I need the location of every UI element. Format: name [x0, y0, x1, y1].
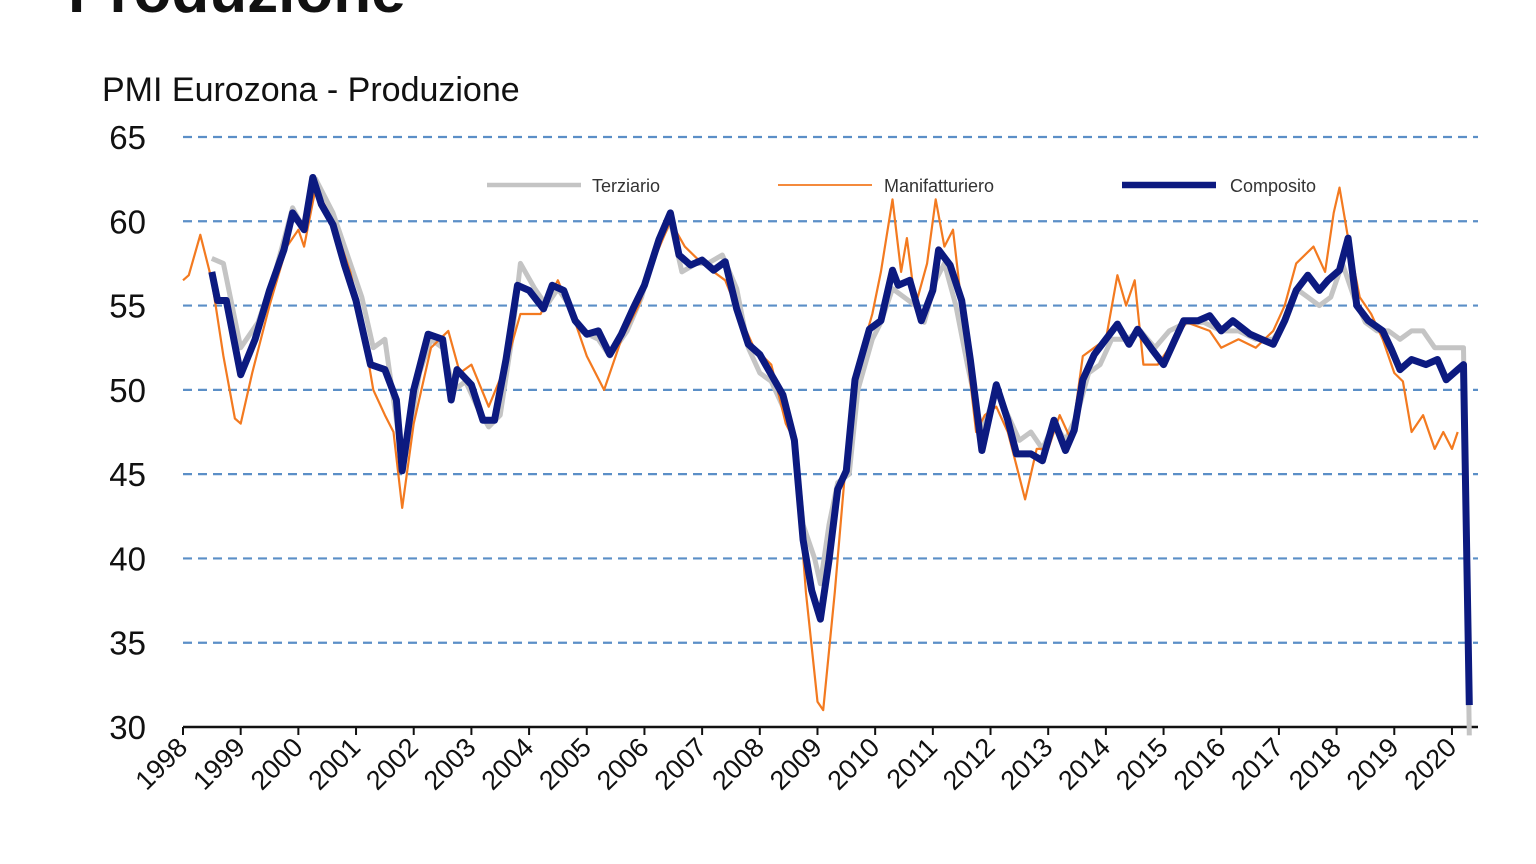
- x-axis: 1998199920002001200220032004200520062007…: [130, 725, 1478, 796]
- series-line-composito: [208, 174, 1473, 706]
- x-tick-label: 2007: [649, 732, 713, 796]
- y-tick-label: 65: [109, 119, 146, 156]
- x-tick-label: 2011: [881, 732, 943, 794]
- x-tick-label: 1999: [187, 732, 251, 796]
- x-tick-label: 2010: [822, 732, 886, 796]
- y-axis: 30 35 40 45 50 55 60 65: [109, 119, 146, 746]
- x-tick-label: 2019: [1341, 732, 1405, 796]
- series-lines: [182, 174, 1473, 736]
- series-line-manifatturiero: [182, 186, 1459, 712]
- x-tick-label: 2002: [360, 732, 424, 796]
- x-tick-label: 2005: [533, 732, 597, 796]
- x-tick-label: 2006: [591, 732, 655, 796]
- y-tick-label: 35: [109, 625, 146, 662]
- y-tick-label: 45: [109, 456, 146, 493]
- x-tick-label: 2001: [303, 732, 367, 796]
- legend-label: Composito: [1230, 176, 1316, 196]
- x-tick-label: 2008: [706, 732, 770, 796]
- y-tick-label: 60: [109, 203, 146, 240]
- x-tick-label: 2012: [937, 732, 1001, 796]
- x-tick-label: 2004: [476, 732, 540, 796]
- chart-title: PMI Eurozona - Produzione: [102, 71, 520, 109]
- legend: Terziario Manifatturiero Composito: [487, 176, 1316, 196]
- page-title: Produzione: [68, 0, 406, 27]
- x-tick-label: 2020: [1399, 732, 1463, 796]
- x-tick-label: 2000: [245, 732, 309, 796]
- x-tick-label: 2009: [764, 732, 828, 796]
- x-tick-label: 2015: [1110, 732, 1174, 796]
- legend-label: Manifatturiero: [884, 176, 994, 196]
- legend-label: Terziario: [592, 176, 660, 196]
- y-tick-label: 30: [109, 709, 146, 746]
- x-tick-label: 2003: [418, 732, 482, 796]
- x-tick-label: 2017: [1225, 732, 1289, 796]
- y-tick-label: 50: [109, 372, 146, 409]
- x-tick-label: 2018: [1283, 732, 1347, 796]
- x-tick-label: 2016: [1168, 732, 1232, 796]
- y-tick-label: 55: [109, 288, 146, 325]
- x-tick-label: 2013: [995, 732, 1059, 796]
- x-tick-label: 2014: [1052, 732, 1116, 796]
- y-tick-label: 40: [109, 540, 146, 577]
